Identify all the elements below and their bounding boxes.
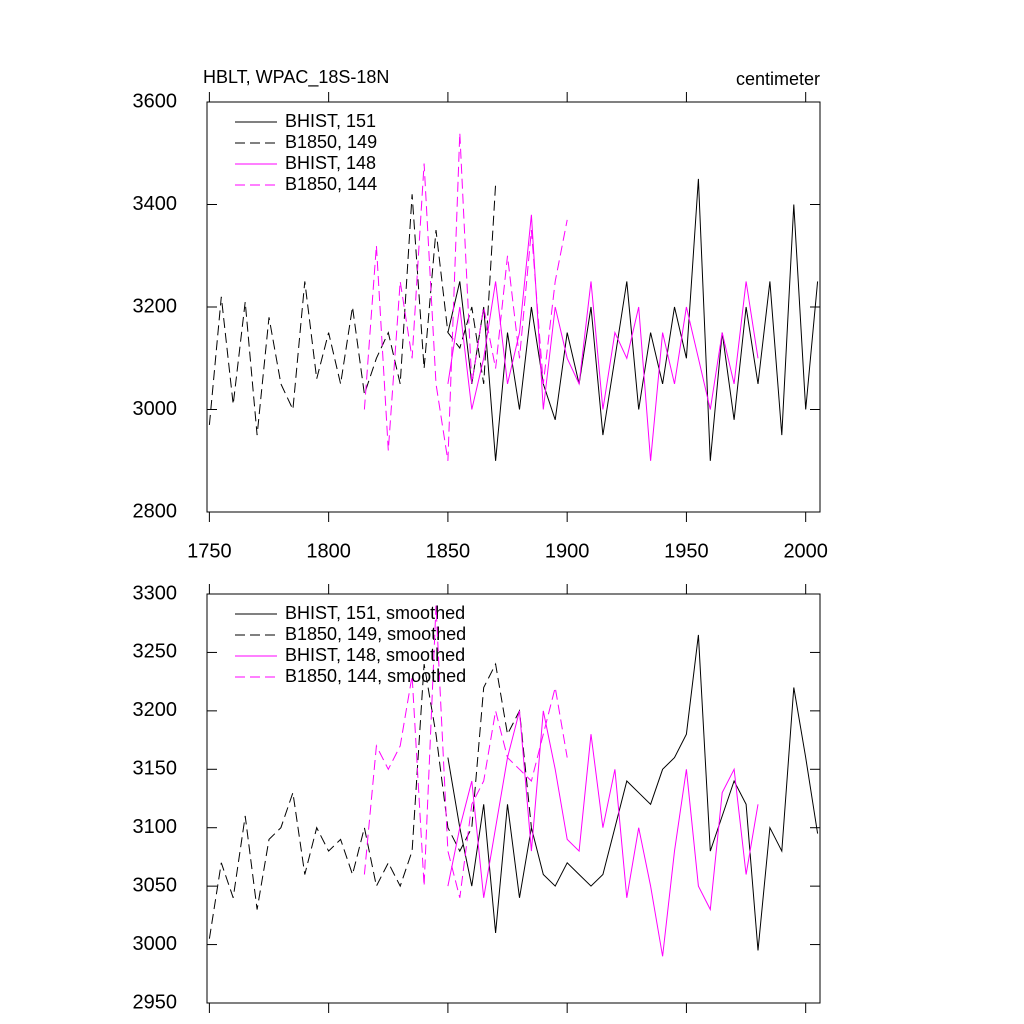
legend-label: BHIST, 148, smoothed bbox=[285, 645, 465, 665]
x-tick-label: 1900 bbox=[545, 540, 590, 562]
legend-label: B1850, 149 bbox=[285, 132, 377, 152]
x-tick-label: 1800 bbox=[306, 540, 351, 562]
y-tick-label: 3600 bbox=[133, 90, 178, 112]
x-tick-label: 1850 bbox=[426, 540, 471, 562]
series-line bbox=[447, 634, 819, 951]
series-line bbox=[363, 132, 568, 461]
series-line bbox=[447, 178, 819, 461]
series-line bbox=[208, 662, 532, 939]
x-tick-label: 1750 bbox=[187, 540, 232, 562]
x-tick-label: 2000 bbox=[783, 540, 828, 562]
series-line bbox=[363, 605, 568, 898]
y-tick-label: 3400 bbox=[133, 193, 178, 215]
y-tick-label: 3100 bbox=[133, 816, 178, 838]
legend-label: BHIST, 151 bbox=[285, 111, 376, 131]
legend-label: BHIST, 148 bbox=[285, 153, 376, 173]
y-tick-label: 3000 bbox=[133, 398, 178, 420]
series-line bbox=[447, 214, 759, 461]
legend-label: B1850, 144, smoothed bbox=[285, 666, 466, 686]
y-tick-label: 3200 bbox=[133, 295, 178, 317]
y-tick-label: 2800 bbox=[133, 500, 178, 522]
units-label: centimeter bbox=[736, 69, 820, 89]
y-tick-label: 3250 bbox=[133, 641, 178, 663]
series-line bbox=[208, 183, 497, 436]
y-tick-label: 3150 bbox=[133, 758, 178, 780]
legend-label: B1850, 149, smoothed bbox=[285, 624, 466, 644]
y-tick-label: 2950 bbox=[133, 991, 178, 1013]
legend-label: B1850, 144 bbox=[285, 174, 377, 194]
y-tick-label: 3300 bbox=[133, 582, 178, 604]
plot-frame bbox=[206, 593, 821, 1004]
series-line bbox=[447, 710, 759, 957]
legend-label: BHIST, 151, smoothed bbox=[285, 603, 465, 623]
x-tick-label: 1950 bbox=[664, 540, 709, 562]
y-tick-label: 3000 bbox=[133, 933, 178, 955]
chart-title: HBLT, WPAC_18S-18N bbox=[203, 67, 389, 88]
y-tick-label: 3050 bbox=[133, 874, 178, 896]
y-tick-label: 3200 bbox=[133, 699, 178, 721]
